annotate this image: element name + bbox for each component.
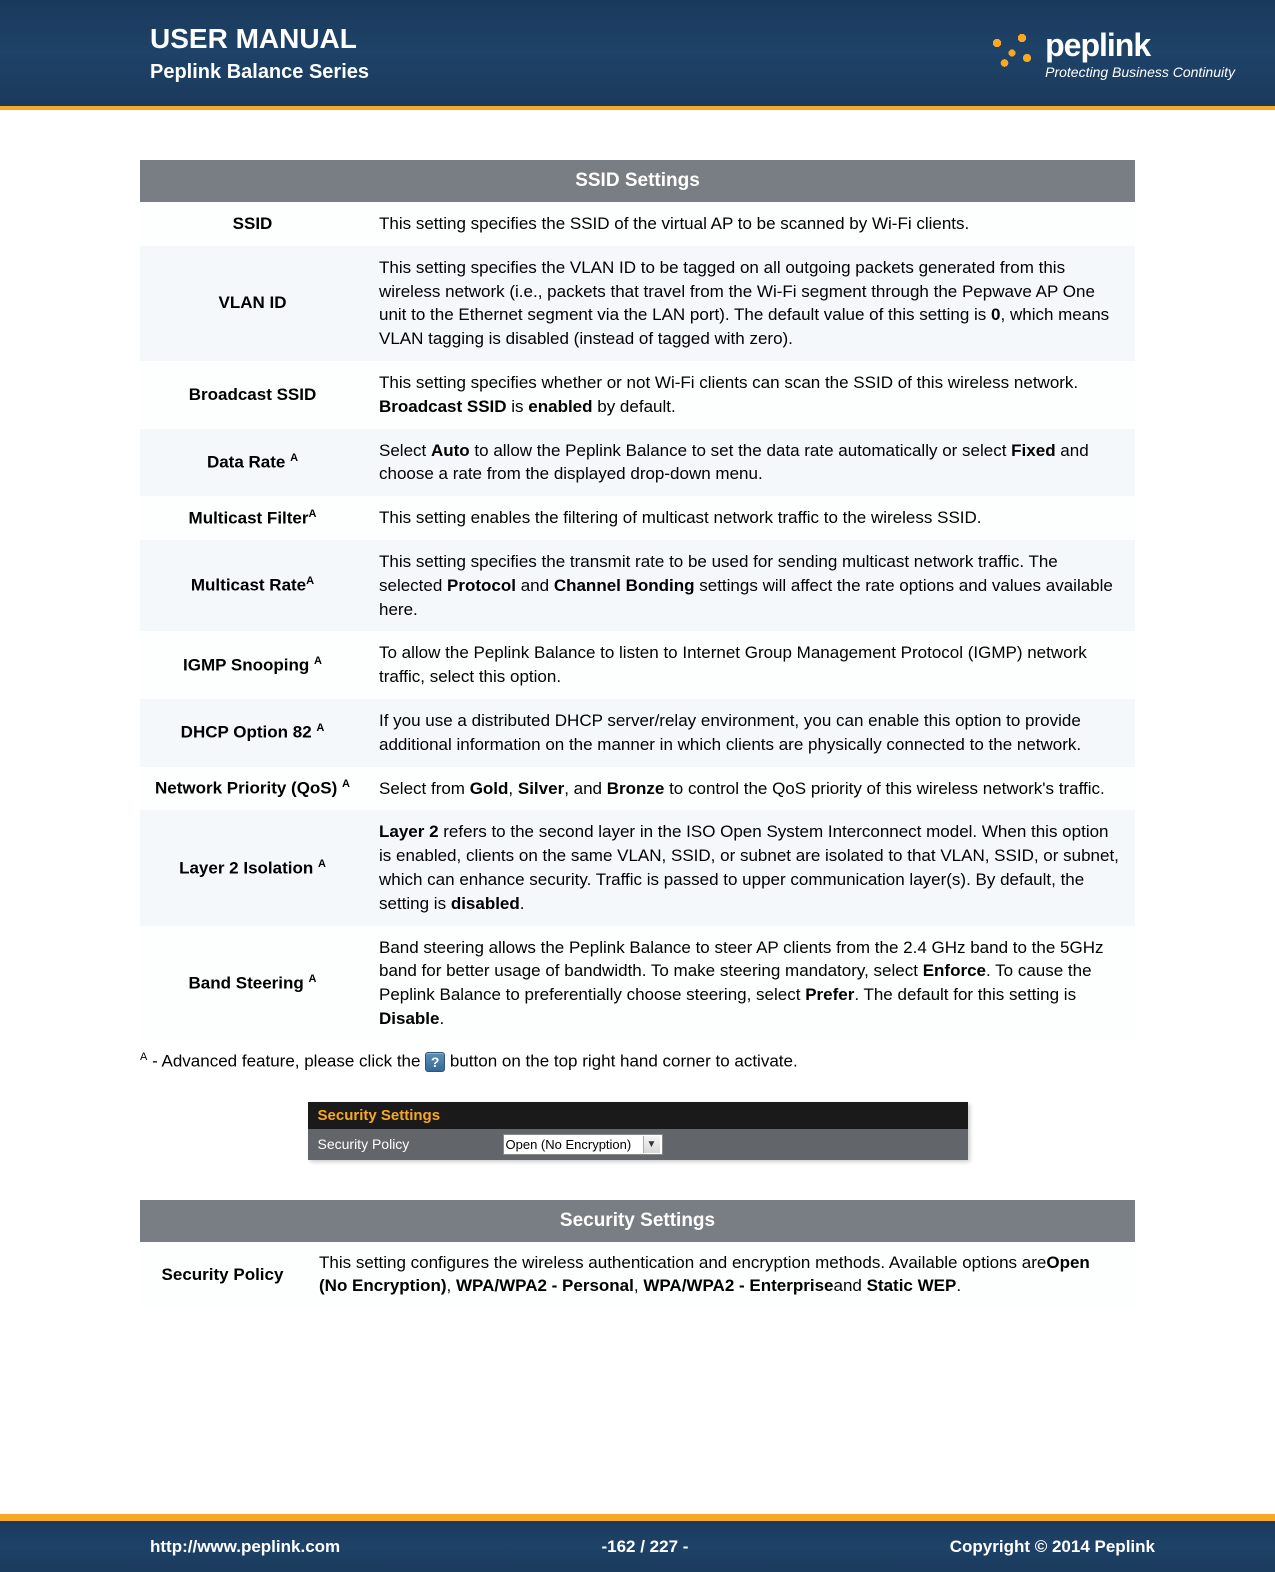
table-row: Data Rate ASelect Auto to allow the Pepl… [140, 429, 1135, 497]
screenshot-row-label: Security Policy [318, 1136, 503, 1152]
table-row: Layer 2 Isolation ALayer 2 refers to the… [140, 810, 1135, 925]
setting-label: Network Priority (QoS) A [140, 767, 365, 811]
security-policy-label: Security Policy [140, 1242, 305, 1308]
setting-description: This setting specifies the transmit rate… [365, 540, 1135, 631]
setting-label: Multicast FilterA [140, 496, 365, 540]
chevron-down-icon: ▼ [643, 1136, 660, 1153]
setting-description: Select Auto to allow the Peplink Balance… [365, 429, 1135, 497]
setting-label: Data Rate A [140, 429, 365, 497]
ssid-settings-table: SSID Settings SSIDThis setting specifies… [140, 160, 1135, 1041]
table-row: Multicast FilterAThis setting enables th… [140, 496, 1135, 540]
setting-description: This setting specifies the VLAN ID to be… [365, 246, 1135, 361]
setting-label: DHCP Option 82 A [140, 699, 365, 767]
security-settings-screenshot: Security Settings Security Policy Open (… [308, 1102, 968, 1160]
advanced-footnote: A - Advanced feature, please click the ?… [140, 1051, 1135, 1072]
ssid-table-title: SSID Settings [140, 160, 1135, 202]
logo-burst-icon [987, 28, 1037, 78]
table-row: DHCP Option 82 AIf you use a distributed… [140, 699, 1135, 767]
brand-tagline: Protecting Business Continuity [1045, 64, 1235, 80]
security-policy-desc: This setting configures the wireless aut… [305, 1242, 1135, 1308]
help-icon: ? [425, 1052, 445, 1072]
setting-description: This setting enables the filtering of mu… [365, 496, 1135, 540]
setting-label: Band Steering A [140, 926, 365, 1041]
page-header: USER MANUAL Peplink Balance Series pepli… [0, 0, 1275, 110]
setting-label: Layer 2 Isolation A [140, 810, 365, 925]
table-row: Band Steering ABand steering allows the … [140, 926, 1135, 1041]
setting-label: Multicast RateA [140, 540, 365, 631]
table-row: Network Priority (QoS) ASelect from Gold… [140, 767, 1135, 811]
security-table-title: Security Settings [140, 1200, 1135, 1242]
footer-page: -162 / 227 - [601, 1537, 688, 1557]
security-settings-table: Security Settings Security Policy This s… [140, 1200, 1135, 1308]
footer-url: http://www.peplink.com [150, 1537, 340, 1557]
table-row: VLAN IDThis setting specifies the VLAN I… [140, 246, 1135, 361]
setting-description: This setting specifies whether or not Wi… [365, 361, 1135, 429]
setting-description: If you use a distributed DHCP server/rel… [365, 699, 1135, 767]
security-policy-dropdown[interactable]: Open (No Encryption) ▼ [503, 1134, 663, 1155]
table-row: Broadcast SSIDThis setting specifies whe… [140, 361, 1135, 429]
setting-description: To allow the Peplink Balance to listen t… [365, 631, 1135, 699]
setting-label: VLAN ID [140, 246, 365, 361]
page-footer: http://www.peplink.com -162 / 227 - Copy… [0, 1517, 1275, 1572]
setting-label: IGMP Snooping A [140, 631, 365, 699]
footer-copyright: Copyright © 2014 Peplink [950, 1537, 1155, 1557]
setting-description: Band steering allows the Peplink Balance… [365, 926, 1135, 1041]
screenshot-title: Security Settings [308, 1102, 968, 1129]
doc-subtitle: Peplink Balance Series [150, 61, 369, 84]
brand-name: peplink [1045, 27, 1150, 64]
doc-title: USER MANUAL [150, 23, 369, 55]
table-row: Multicast RateAThis setting specifies th… [140, 540, 1135, 631]
table-row: IGMP Snooping ATo allow the Peplink Bala… [140, 631, 1135, 699]
setting-label: SSID [140, 202, 365, 246]
table-row: SSIDThis setting specifies the SSID of t… [140, 202, 1135, 246]
setting-description: Select from Gold, Silver, and Bronze to … [365, 767, 1135, 811]
setting-label: Broadcast SSID [140, 361, 365, 429]
setting-description: This setting specifies the SSID of the v… [365, 202, 1135, 246]
setting-description: Layer 2 refers to the second layer in th… [365, 810, 1135, 925]
